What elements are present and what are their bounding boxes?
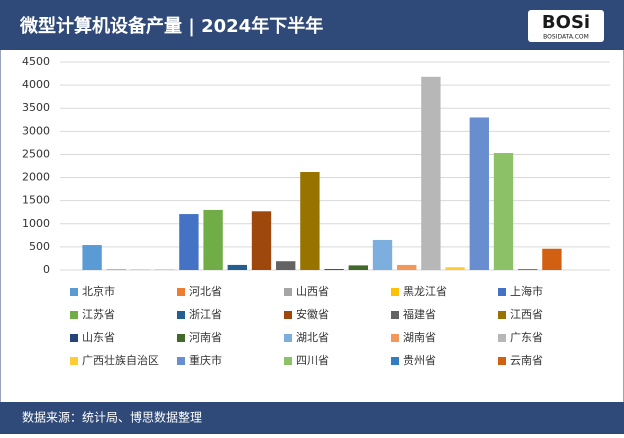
legend-swatch xyxy=(284,357,292,365)
bar xyxy=(373,240,392,270)
legend-swatch xyxy=(498,334,506,342)
legend-swatch xyxy=(284,334,292,342)
bar xyxy=(470,117,489,270)
legend-swatch xyxy=(177,288,185,296)
bar xyxy=(300,172,319,270)
bar xyxy=(82,245,101,270)
legend-label: 重庆市 xyxy=(189,353,222,367)
bar xyxy=(397,265,416,270)
y-tick-label: 0 xyxy=(43,263,50,276)
legend-label: 上海市 xyxy=(510,284,543,298)
bar xyxy=(107,269,126,270)
legend-swatch xyxy=(498,357,506,365)
bar xyxy=(494,153,513,270)
y-tick-label: 4500 xyxy=(22,55,50,68)
source: 数据来源：统计局、博思数据整理 xyxy=(22,410,202,425)
legend-label: 湖北省 xyxy=(296,331,329,344)
bar xyxy=(518,269,537,270)
legend-label: 山东省 xyxy=(82,331,115,344)
legend-label: 湖南省 xyxy=(403,331,436,344)
bar xyxy=(445,267,464,270)
y-tick-label: 1000 xyxy=(22,217,50,230)
y-tick-label: 500 xyxy=(29,240,50,253)
y-tick-label: 3000 xyxy=(22,124,50,137)
legend-label: 河北省 xyxy=(189,285,222,298)
legend-label: 广西壮族自治区 xyxy=(82,353,159,367)
y-tick-label: 1500 xyxy=(22,194,50,207)
legend-label: 云南省 xyxy=(510,354,543,367)
legend-swatch xyxy=(177,357,185,365)
legend-label: 北京市 xyxy=(82,284,115,298)
legend-label: 山西省 xyxy=(296,285,329,298)
legend-swatch xyxy=(284,288,292,296)
legend-label: 河南省 xyxy=(189,331,222,344)
legend-label: 安徽省 xyxy=(296,307,329,321)
legend-label: 广东省 xyxy=(510,331,543,344)
legend-swatch xyxy=(391,311,399,319)
bar xyxy=(421,77,440,270)
legend-swatch xyxy=(391,334,399,342)
bar xyxy=(155,269,174,270)
legend-label: 黑龙江省 xyxy=(403,285,447,298)
legend-label: 浙江省 xyxy=(189,308,222,321)
legend-label: 江苏省 xyxy=(82,308,115,321)
bar xyxy=(276,261,295,270)
legend-swatch xyxy=(391,288,399,296)
y-tick-label: 3500 xyxy=(22,101,50,114)
legend-swatch xyxy=(391,357,399,365)
bar xyxy=(179,214,198,270)
legend-swatch xyxy=(70,334,78,342)
legend-label: 福建省 xyxy=(403,307,436,321)
legend-swatch xyxy=(177,311,185,319)
legend-swatch xyxy=(177,334,185,342)
logo-site: BOSIDATA.COM xyxy=(543,34,589,41)
legend-swatch xyxy=(70,288,78,296)
legend-label: 贵州省 xyxy=(403,354,436,367)
legend-swatch xyxy=(70,357,78,365)
legend-swatch xyxy=(498,288,506,296)
bar xyxy=(349,265,368,270)
y-tick-label: 4000 xyxy=(22,78,50,91)
chart-title: 微型计算机设备产量 | 2024年下半年 xyxy=(19,15,323,37)
bar xyxy=(542,249,561,270)
legend-swatch xyxy=(70,311,78,319)
legend-swatch xyxy=(284,311,292,319)
legend-label: 江西省 xyxy=(510,308,543,321)
bar xyxy=(252,211,271,270)
y-tick-label: 2500 xyxy=(22,147,50,160)
y-tick-label: 2000 xyxy=(22,171,50,184)
bar xyxy=(324,269,343,270)
bar xyxy=(203,210,222,270)
legend-label: 四川省 xyxy=(296,354,329,367)
logo: BOSi xyxy=(542,12,590,33)
bar xyxy=(228,265,247,270)
legend-swatch xyxy=(498,311,506,319)
